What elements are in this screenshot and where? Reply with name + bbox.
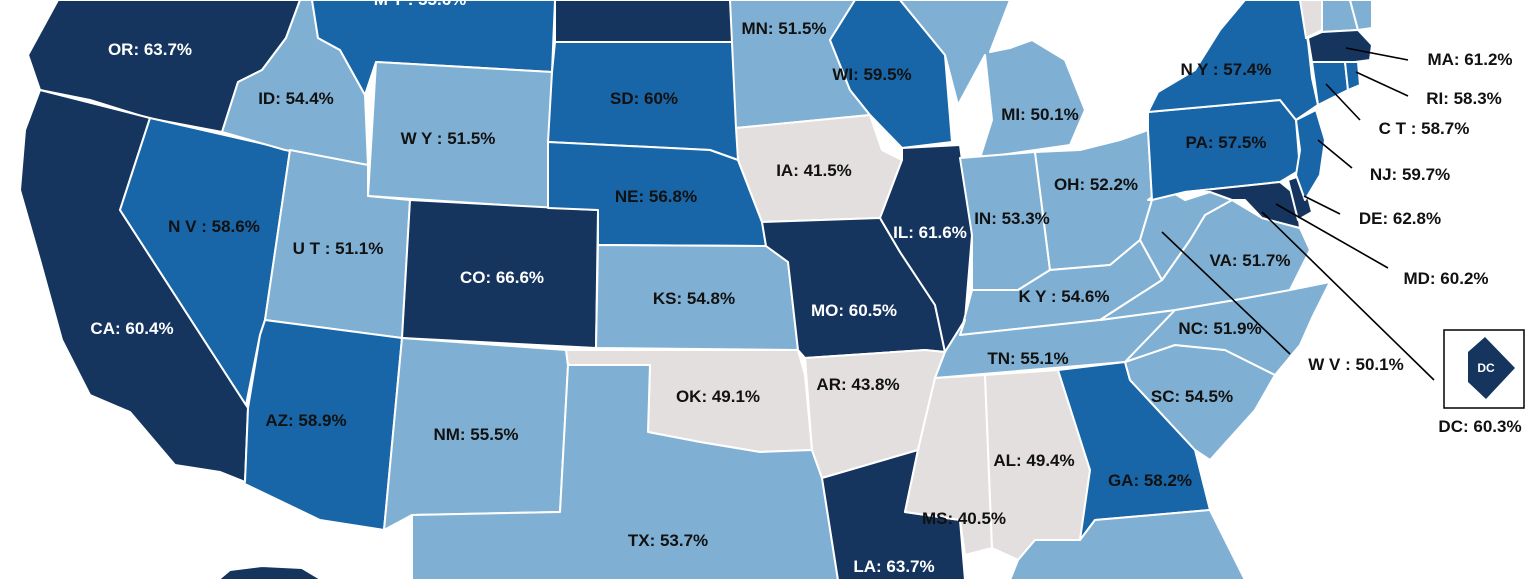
state-label-nv: N V : 58.6% bbox=[168, 217, 260, 236]
state-label-nc: NC: 51.9% bbox=[1178, 319, 1261, 338]
dc-icon-text: DC bbox=[1477, 361, 1495, 375]
leader-line-nj bbox=[1317, 139, 1353, 169]
state-label-md: MD: 60.2% bbox=[1403, 269, 1488, 288]
state-label-pa: PA: 57.5% bbox=[1186, 133, 1267, 152]
state-shape-nd[interactable] bbox=[554, 0, 737, 43]
state-label-in: IN: 53.3% bbox=[974, 209, 1050, 228]
state-label-ut: U T : 51.1% bbox=[293, 239, 384, 258]
state-shape-wv[interactable] bbox=[1139, 187, 1233, 281]
state-label-nm: NM: 55.5% bbox=[433, 425, 518, 444]
state-label-ia: IA: 41.5% bbox=[776, 161, 852, 180]
state-label-mt: M T : 55.6% bbox=[374, 0, 467, 9]
leader-line-md bbox=[1275, 203, 1389, 269]
state-shape-md[interactable] bbox=[1184, 181, 1301, 229]
state-label-sc: SC: 54.5% bbox=[1151, 387, 1233, 406]
state-label-de: DE: 62.8% bbox=[1359, 209, 1441, 228]
state-shape-fl[interactable] bbox=[1009, 509, 1246, 580]
state-label-ct: C T : 58.7% bbox=[1379, 119, 1470, 138]
state-shape-ak[interactable] bbox=[217, 565, 323, 580]
state-label-ny: N Y : 57.4% bbox=[1180, 60, 1271, 79]
leader-line-de bbox=[1303, 195, 1341, 215]
state-shapes bbox=[19, 0, 1373, 580]
state-label-al: AL: 49.4% bbox=[993, 451, 1074, 470]
state-label-wy: W Y : 51.5% bbox=[401, 129, 496, 148]
state-label-dc: DC: 60.3% bbox=[1438, 417, 1521, 436]
state-label-wi: WI: 59.5% bbox=[832, 65, 911, 84]
state-shape-mi[interactable] bbox=[899, 0, 1086, 159]
state-labels: OR: 63.7% M T : 55.6% MN: 51.5% WI: 59.5… bbox=[90, 0, 1521, 580]
state-label-ca: CA: 60.4% bbox=[90, 319, 173, 338]
state-label-ms: MS: 40.5% bbox=[922, 509, 1006, 528]
state-shape-ri[interactable] bbox=[1344, 61, 1361, 91]
dc-shape[interactable] bbox=[1468, 337, 1515, 399]
state-label-az: AZ: 58.9% bbox=[265, 411, 346, 430]
state-label-ok: OK: 49.1% bbox=[676, 387, 760, 406]
state-label-ky: K Y : 54.6% bbox=[1018, 287, 1109, 306]
state-shape-nj[interactable] bbox=[1295, 109, 1326, 201]
leader-line-ma bbox=[1345, 47, 1409, 61]
state-shape-me[interactable] bbox=[1349, 0, 1373, 31]
state-label-wv: W V : 50.1% bbox=[1308, 355, 1403, 374]
leader-line-wv bbox=[1161, 231, 1291, 355]
state-label-nj: NJ: 59.7% bbox=[1370, 165, 1450, 184]
state-label-co: CO: 66.6% bbox=[460, 268, 544, 287]
state-label-tn: TN: 55.1% bbox=[987, 349, 1068, 368]
state-label-or: OR: 63.7% bbox=[108, 40, 192, 59]
state-label-mo: MO: 60.5% bbox=[811, 301, 897, 320]
state-label-ne: NE: 56.8% bbox=[615, 187, 697, 206]
state-label-fl: FL: 52.3% bbox=[1170, 577, 1249, 580]
leader-line-ct bbox=[1325, 83, 1361, 121]
state-label-ar: AR: 43.8% bbox=[816, 375, 899, 394]
state-label-ma: MA: 61.2% bbox=[1427, 50, 1512, 69]
state-label-va: VA: 51.7% bbox=[1210, 251, 1291, 270]
leader-line-ri bbox=[1355, 71, 1409, 97]
state-label-ri: RI: 58.3% bbox=[1426, 89, 1502, 108]
leader-line-dc bbox=[1261, 211, 1435, 381]
state-label-oh: OH: 52.2% bbox=[1054, 175, 1138, 194]
state-label-ks: KS: 54.8% bbox=[653, 289, 735, 308]
state-label-la: LA: 63.7% bbox=[853, 557, 934, 576]
state-label-id: ID: 54.4% bbox=[258, 89, 334, 108]
label-leader-lines bbox=[1161, 47, 1435, 381]
state-shape-ct[interactable] bbox=[1311, 61, 1349, 106]
state-shape-ny[interactable] bbox=[1147, 0, 1319, 121]
dc-inset[interactable]: DC bbox=[1443, 329, 1525, 409]
state-label-mi: MI: 50.1% bbox=[1001, 105, 1078, 124]
state-label-ga: GA: 58.2% bbox=[1108, 471, 1192, 490]
state-label-tx: TX: 53.7% bbox=[628, 531, 708, 550]
state-label-mn: MN: 51.5% bbox=[741, 19, 826, 38]
state-shape-ma[interactable] bbox=[1307, 29, 1373, 63]
state-label-il: IL: 61.6% bbox=[893, 223, 967, 242]
state-label-sd: SD: 60% bbox=[610, 89, 678, 108]
